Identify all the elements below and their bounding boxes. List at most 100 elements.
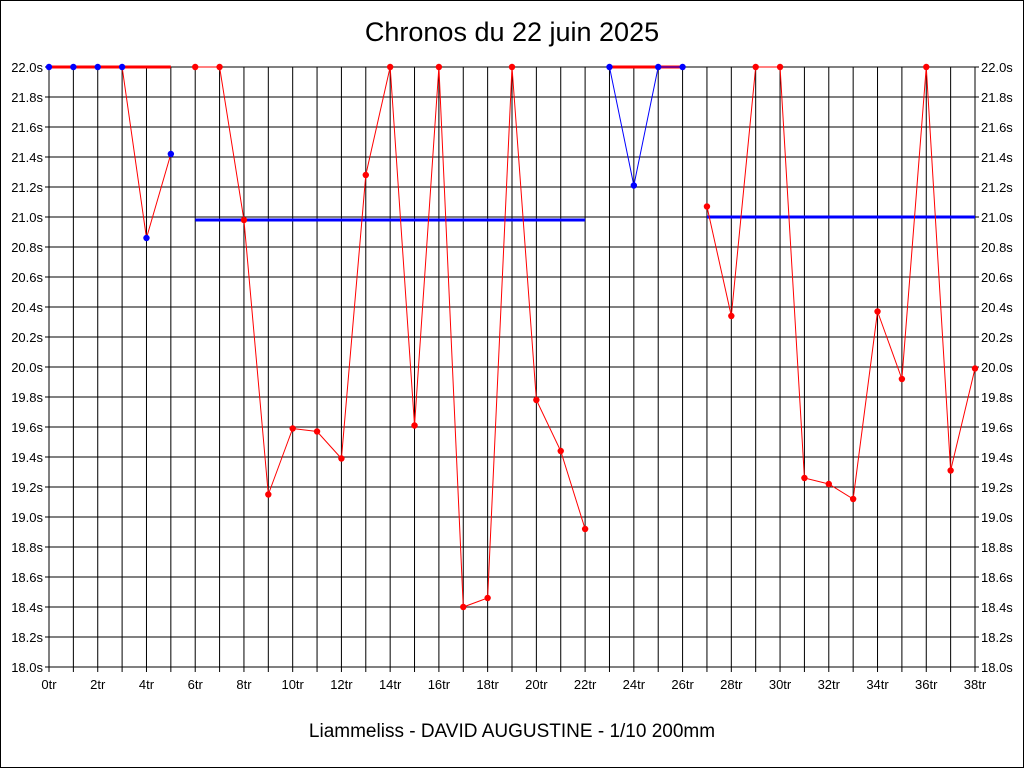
x-tick-label: 10tr	[281, 677, 304, 692]
series-line	[706, 66, 976, 500]
x-tick-label: 16tr	[428, 677, 451, 692]
x-tick-label: 2tr	[90, 677, 106, 692]
chart-title: Chronos du 22 juin 2025	[364, 17, 660, 47]
y-tick-label-right: 19.0s	[981, 510, 1013, 525]
y-tick-label-left: 18.4s	[11, 600, 43, 615]
y-tick-label-right: 18.0s	[981, 660, 1013, 675]
data-point	[362, 171, 369, 179]
chart-subtitle: Liammeliss - DAVID AUGUSTINE - 1/10 200m…	[308, 721, 716, 742]
y-tick-label-left: 18.8s	[11, 540, 43, 555]
y-tick-label-right: 19.6s	[981, 420, 1013, 435]
x-tick-label: 8tr	[236, 677, 252, 692]
x-tick-label: 26tr	[671, 677, 694, 692]
data-point	[338, 455, 345, 462]
data-point	[898, 375, 906, 383]
x-tick-label: 24tr	[623, 677, 646, 692]
data-point	[313, 428, 321, 435]
x-tick-label: 0tr	[41, 677, 57, 692]
y-tick-label-left: 19.0s	[11, 510, 43, 525]
y-tick-label-left: 20.4s	[11, 300, 43, 315]
data-point	[192, 63, 199, 71]
y-tick-label-left: 21.2s	[11, 180, 43, 195]
y-tick-label-right: 20.0s	[981, 360, 1013, 375]
y-tick-label-right: 18.2s	[981, 630, 1013, 645]
data-point	[216, 63, 223, 71]
y-tick-label-left: 20.6s	[11, 270, 43, 285]
x-tick-label: 6tr	[188, 677, 204, 692]
x-tick-label: 14tr	[379, 677, 402, 692]
x-tick-label: 12tr	[330, 677, 353, 692]
data-point	[45, 63, 53, 71]
y-tick-label-right: 18.6s	[981, 570, 1013, 585]
y-tick-label-right: 19.4s	[981, 450, 1013, 465]
x-tick-label: 32tr	[818, 677, 841, 692]
y-tick-label-left: 18.2s	[11, 630, 43, 645]
data-point	[167, 150, 175, 158]
y-tick-label-right: 21.4s	[981, 150, 1013, 165]
x-tick-label: 34tr	[866, 677, 889, 692]
y-tick-label-right: 21.6s	[981, 120, 1013, 135]
y-tick-label-left: 19.4s	[11, 450, 43, 465]
y-tick-label-left: 19.6s	[11, 420, 43, 435]
data-point	[118, 63, 126, 71]
data-point	[435, 63, 443, 71]
data-point	[70, 63, 77, 71]
y-tick-label-left: 20.2s	[11, 330, 43, 345]
data-point	[533, 396, 540, 404]
data-point	[606, 63, 613, 71]
x-tick-label: 18tr	[476, 677, 499, 692]
data-point	[630, 182, 638, 189]
data-point	[460, 603, 467, 611]
y-tick-label-right: 22.0s	[981, 60, 1013, 75]
data-point	[776, 63, 784, 71]
data-point	[947, 467, 954, 474]
data-point	[874, 308, 881, 315]
data-point	[94, 63, 101, 71]
data-point	[849, 495, 857, 503]
x-tick-label: 22tr	[574, 677, 597, 692]
y-tick-label-left: 20.8s	[11, 240, 43, 255]
y-tick-label-right: 20.4s	[981, 300, 1013, 315]
y-tick-label-left: 18.6s	[11, 570, 43, 585]
data-point	[801, 474, 808, 482]
x-tick-label: 36tr	[915, 677, 938, 692]
x-tick-label: 28tr	[720, 677, 743, 692]
data-point	[484, 594, 491, 602]
data-point	[923, 63, 930, 71]
y-tick-label-right: 20.6s	[981, 270, 1013, 285]
data-point	[411, 422, 418, 429]
y-tick-label-left: 20.0s	[11, 360, 43, 375]
data-point	[655, 63, 662, 71]
data-point	[557, 447, 564, 455]
data-point	[728, 312, 735, 320]
data-point	[143, 234, 150, 242]
data-point	[265, 491, 272, 498]
y-tick-label-right: 18.4s	[981, 600, 1013, 615]
y-tick-label-right: 19.8s	[981, 390, 1013, 405]
data-point	[508, 63, 516, 71]
data-point	[703, 203, 711, 210]
data-point	[240, 216, 248, 224]
data-point	[679, 63, 686, 71]
y-tick-label-left: 21.0s	[11, 210, 43, 225]
y-tick-label-left: 21.8s	[11, 90, 43, 105]
y-tick-label-left: 21.6s	[11, 120, 43, 135]
y-tick-label-right: 20.2s	[981, 330, 1013, 345]
y-tick-label-left: 21.4s	[11, 150, 43, 165]
y-tick-label-left: 22.0s	[11, 60, 43, 75]
x-tick-label: 30tr	[769, 677, 792, 692]
y-tick-label-right: 21.8s	[981, 90, 1013, 105]
y-tick-label-right: 20.8s	[981, 240, 1013, 255]
y-tick-label-right: 21.0s	[981, 210, 1013, 225]
data-point	[289, 425, 296, 432]
data-point	[752, 63, 759, 71]
y-tick-label-left: 19.2s	[11, 480, 43, 495]
data-point	[386, 63, 394, 71]
y-tick-label-right: 18.8s	[981, 540, 1013, 555]
series-line	[608, 66, 683, 186]
y-tick-label-right: 19.2s	[981, 480, 1013, 495]
x-tick-label: 20tr	[525, 677, 548, 692]
y-tick-label-right: 21.2s	[981, 180, 1013, 195]
